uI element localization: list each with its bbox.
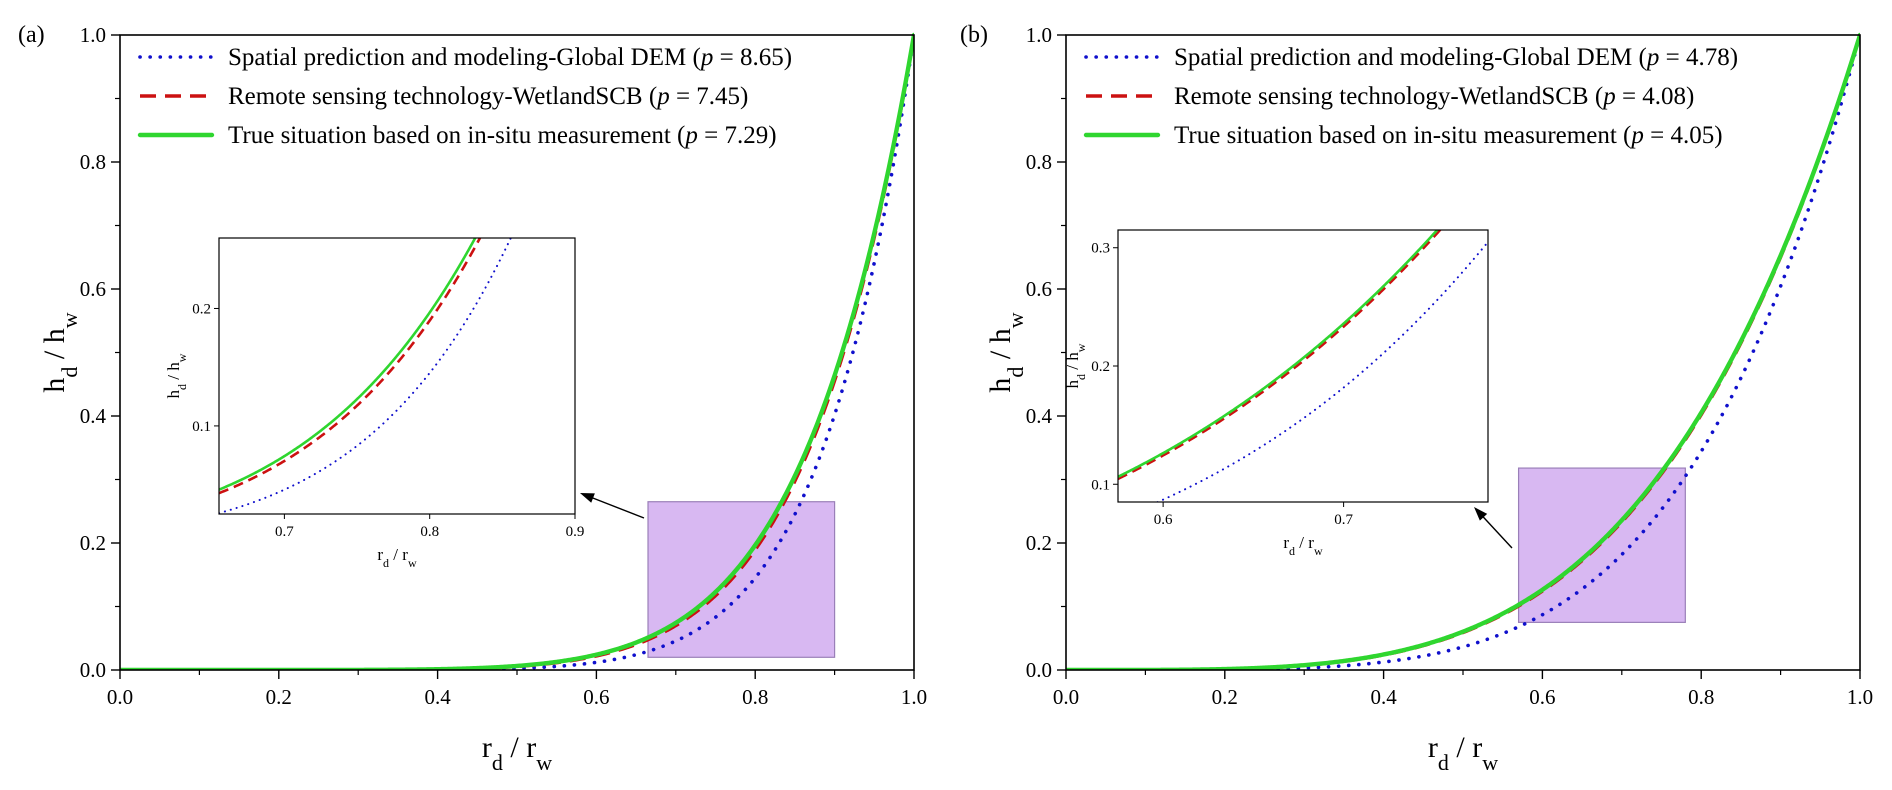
- inset-y-tick-label: 0.2: [1091, 359, 1110, 375]
- y-tick-label: 0.0: [1026, 658, 1052, 682]
- inset: 0.7 0.8 0.9 0.1 0.2 rd / rw hd / hw: [164, 237, 585, 570]
- y-tick-label: 0.2: [1026, 531, 1052, 555]
- zoom-region: [647, 501, 836, 658]
- inset-background: [1118, 230, 1488, 502]
- legend-entry-scb: Remote sensing technology-WetlandSCB (p …: [228, 83, 748, 110]
- y-tick-label: 0.2: [80, 531, 106, 555]
- inset-x-title: rd / rw: [1283, 533, 1323, 558]
- inset-x-tick-label: 0.7: [1334, 512, 1353, 528]
- panel-label: (a): [18, 22, 45, 48]
- x-axis-title: rd / rw: [482, 731, 552, 775]
- inset-y-tick-label: 0.1: [192, 419, 211, 435]
- y-tick-label: 0.4: [1026, 404, 1053, 428]
- y-tick-label: 0.6: [80, 277, 106, 301]
- x-axis-title: rd / rw: [1428, 731, 1498, 775]
- x-tick-label: 0.2: [266, 685, 292, 709]
- y-tick-label: 0.8: [80, 150, 106, 174]
- zoom-arrow-head: [580, 493, 595, 503]
- x-tick-label: 1.0: [901, 685, 927, 709]
- x-tick-label: 0.4: [424, 685, 451, 709]
- inset-y-tick-label: 0.2: [192, 301, 211, 317]
- inset-series-scb: [1118, 230, 1442, 481]
- inset-y-title: hd / hw: [164, 353, 189, 398]
- x-tick-label: 0.6: [1529, 685, 1555, 709]
- y-axis-title: hd / hw: [984, 312, 1028, 392]
- x-tick-label: 0.8: [742, 685, 768, 709]
- series-line-dem: [120, 33, 914, 670]
- y-axis-title: hd / hw: [38, 312, 82, 392]
- legend-entry-dem: Spatial prediction and modeling-Global D…: [228, 44, 792, 71]
- panel-label: (b): [960, 22, 988, 48]
- legend-entry-true: True situation based on in-situ measurem…: [228, 122, 777, 149]
- y-tick-label: 1.0: [1026, 23, 1052, 47]
- x-tick-label: 0.6: [583, 685, 609, 709]
- inset-x-tick-label: 0.9: [566, 524, 585, 540]
- legend: Spatial prediction and modeling-Global D…: [137, 44, 792, 149]
- x-tick-label: 0.0: [107, 685, 133, 709]
- inset-frame: [218, 237, 576, 515]
- legend-entry-dem: Spatial prediction and modeling-Global D…: [1174, 44, 1738, 71]
- inset-series-true: [1118, 230, 1439, 479]
- y-tick-label: 0.6: [1026, 277, 1052, 301]
- inset: 0.6 0.7 0.1 0.2 0.3 rd / rw hd / hw: [1063, 229, 1489, 558]
- x-tick-label: 1.0: [1847, 685, 1873, 709]
- zoom-arrow-head: [1474, 507, 1488, 521]
- inset-background: [219, 238, 575, 514]
- legend-entry-scb: Remote sensing technology-WetlandSCB (p …: [1174, 83, 1694, 110]
- zoom-region: [1517, 467, 1686, 623]
- y-tick-label: 0.4: [80, 404, 107, 428]
- x-tick-label: 0.2: [1212, 685, 1238, 709]
- inset-y-tick-label: 0.1: [1091, 477, 1110, 493]
- legend: Spatial prediction and modeling-Global D…: [1083, 44, 1738, 149]
- inset-x-tick-label: 0.8: [420, 524, 439, 540]
- y-tick-label: 0.0: [80, 658, 106, 682]
- inset-series-dem: [1155, 240, 1488, 502]
- inset-series-dem: [219, 238, 512, 514]
- panel-b: (b) 0.0 0.2 0.4 0.6 0.8 1.0 0.0 0.2 0.4 0.6 0.8 1.0 r…: [960, 22, 1873, 775]
- legend-entry-true: True situation based on in-situ measurem…: [1174, 122, 1723, 149]
- inset-y-tick-label: 0.3: [1091, 241, 1110, 257]
- inset-series-scb: [219, 238, 482, 495]
- y-tick-label: 1.0: [80, 23, 106, 47]
- panel-a: (a) 0.0 0.2 0.4 0.6 0.8 1.0 0.0 0.2 0.4 0.6 0.8 1.0 r…: [18, 22, 927, 775]
- inset-y-title: hd / hw: [1063, 343, 1088, 388]
- x-tick-label: 0.8: [1688, 685, 1714, 709]
- inset-x-title: rd / rw: [377, 545, 417, 570]
- y-tick-label: 0.8: [1026, 150, 1052, 174]
- inset-x-tick-label: 0.7: [275, 524, 294, 540]
- x-tick-label: 0.4: [1370, 685, 1397, 709]
- inset-series-true: [219, 238, 477, 491]
- x-tick-label: 0.0: [1053, 685, 1079, 709]
- inset-x-tick-label: 0.6: [1154, 512, 1173, 528]
- series-line-true: [120, 32, 914, 670]
